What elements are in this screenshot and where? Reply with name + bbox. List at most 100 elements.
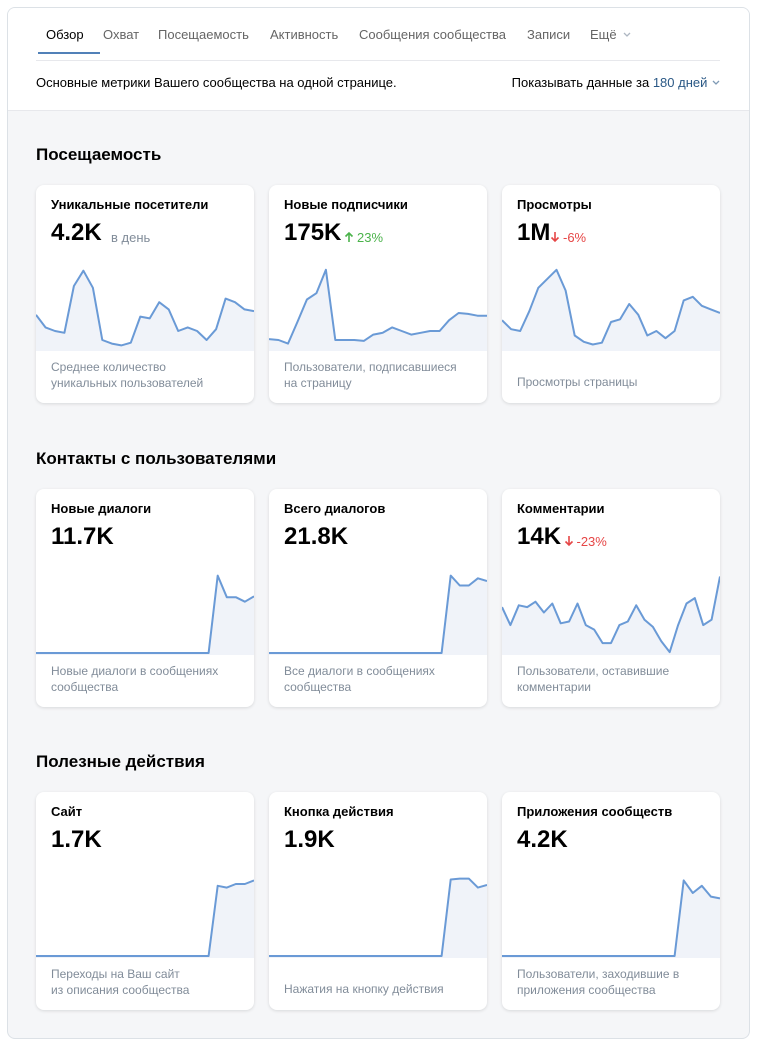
frame: Обзор Охват Посещаемость Активность Сообщени…	[7, 7, 750, 1039]
tab[interactable]: Обзор	[46, 27, 84, 42]
sparkline-line	[269, 574, 487, 654]
card-caption: Просмотры страницы	[517, 375, 638, 389]
card-title: Всего диалогов	[284, 501, 386, 516]
period-value[interactable]: 180 дней	[652, 75, 708, 90]
card-value: 175K	[284, 219, 342, 246]
trend-arrow	[344, 231, 354, 242]
divider	[36, 60, 720, 61]
sparkline-area	[36, 270, 254, 351]
card-title: Просмотры	[517, 197, 592, 212]
description: Основные метрики Вашего сообщества на од…	[36, 75, 397, 90]
card-value: 21.8K	[284, 523, 349, 550]
sparkline-area	[36, 575, 254, 655]
sparkline-line	[36, 574, 254, 654]
tab[interactable]: Сообщения сообщества	[359, 27, 506, 42]
chevron-path	[623, 32, 631, 37]
metric-card: Новые диалоги 11.7K Новые диалоги в сообще…	[36, 489, 254, 707]
tab[interactable]: Записи	[527, 27, 571, 42]
card-caption: сообщества	[284, 680, 352, 694]
trend-arrow	[550, 232, 560, 243]
sparkline	[269, 574, 487, 655]
card-caption: комментарии	[517, 680, 591, 694]
sparkline-line	[269, 268, 487, 345]
card-value: 1.9K	[284, 826, 335, 853]
card-value: 4.2K	[51, 219, 102, 246]
sparkline-line	[502, 879, 720, 957]
sparkline-line	[36, 269, 254, 347]
sparkline-area	[36, 880, 254, 958]
metric-card: Кнопка действия 1.9K Нажатия на кнопку дей…	[269, 792, 487, 1010]
header: Обзор Охват Посещаемость Активность Сообщени…	[8, 8, 749, 111]
metric-card: Приложения сообществ 4.2K Пользователи, за…	[502, 792, 720, 1010]
card-caption: Все диалоги в сообщениях	[284, 664, 435, 678]
tab[interactable]: Посещаемость	[158, 27, 249, 42]
section-title: Контакты с пользователями	[36, 449, 277, 468]
card-unit: в день	[111, 230, 151, 245]
sparkline-line	[269, 877, 487, 957]
chevron	[623, 32, 631, 37]
sparkline	[502, 268, 720, 351]
trend-arrow-path	[564, 536, 573, 547]
card-caption: Среднее количество	[51, 360, 166, 374]
card-delta: 23%	[357, 230, 384, 245]
sparkline-line	[502, 268, 720, 346]
period-label: Показывать данные за	[511, 75, 650, 90]
card-caption: уникальных пользователей	[51, 376, 204, 390]
sparkline	[269, 268, 487, 351]
card-title: Новые диалоги	[51, 501, 152, 516]
card-caption: из описания сообщества	[51, 983, 190, 997]
card-caption: Пользователи, заходившие в	[517, 967, 680, 981]
metric-card: Всего диалогов 21.8K Все диалоги в сообщен…	[269, 489, 487, 707]
card-title: Кнопка действия	[284, 804, 394, 819]
metric-card: Комментарии 14K -23% Пользователи, оставивш…	[502, 489, 720, 707]
section-title: Посещаемость	[36, 145, 162, 164]
tab[interactable]: Активность	[270, 27, 339, 42]
metric-card: Новые подписчики 175K 23% Пользователи, под…	[269, 185, 487, 403]
sparkline	[502, 576, 720, 655]
trend-arrow-path	[344, 231, 354, 242]
sparkline	[36, 879, 254, 958]
card-delta: -6%	[563, 230, 587, 245]
card-caption: сообщества	[51, 680, 119, 694]
sparkline-area	[502, 880, 720, 958]
sparkline-area	[502, 269, 720, 351]
sparkline	[36, 574, 254, 655]
sparkline	[269, 877, 487, 958]
sparkline-area	[269, 269, 487, 351]
card-title: Новые подписчики	[284, 197, 408, 212]
tab[interactable]: Ещё	[590, 27, 617, 42]
card-caption: Нажатия на кнопку действия	[284, 982, 444, 996]
section-title: Полезные действия	[36, 752, 205, 771]
card-value: 11.7K	[51, 523, 114, 550]
card-title: Сайт	[51, 804, 83, 819]
card-caption: Переходы на Ваш сайт	[51, 967, 180, 981]
metric-card: Просмотры 1M -6% Просмотры страницы	[502, 185, 720, 403]
card-caption: на страницу	[284, 376, 352, 390]
chevron	[712, 80, 720, 85]
card-value: 1M	[517, 219, 551, 246]
metric-card: Сайт 1.7K Переходы на Ваш сайт из описания …	[36, 792, 254, 1010]
card-title: Комментарии	[517, 501, 605, 516]
card-value: 14K	[517, 523, 562, 550]
card-title: Уникальные посетители	[51, 197, 209, 212]
card-value: 4.2K	[517, 826, 568, 853]
sparkline	[36, 269, 254, 351]
sparkline-area	[269, 575, 487, 655]
sparkline-line	[502, 576, 720, 654]
sparkline	[502, 879, 720, 958]
card-delta: -23%	[576, 534, 607, 549]
card-caption: Пользователи, подписавшиеся	[284, 360, 457, 374]
trend-arrow-path	[550, 232, 560, 243]
sparkline-line	[36, 879, 254, 957]
period-selector[interactable]: Показывать данные за 180 дней	[512, 75, 721, 90]
metric-card: Уникальные посетители 4.2K в день Среднее к…	[36, 185, 254, 403]
tab[interactable]: Охват	[103, 27, 140, 42]
card-title: Приложения сообществ	[517, 804, 673, 819]
card-value: 1.7K	[51, 826, 102, 853]
card-caption: приложения сообщества	[517, 983, 656, 997]
trend-arrow	[564, 536, 573, 547]
card-caption: Пользователи, оставившие	[517, 664, 670, 678]
card-caption: Новые диалоги в сообщениях	[51, 664, 219, 678]
sparkline-area	[269, 878, 487, 958]
